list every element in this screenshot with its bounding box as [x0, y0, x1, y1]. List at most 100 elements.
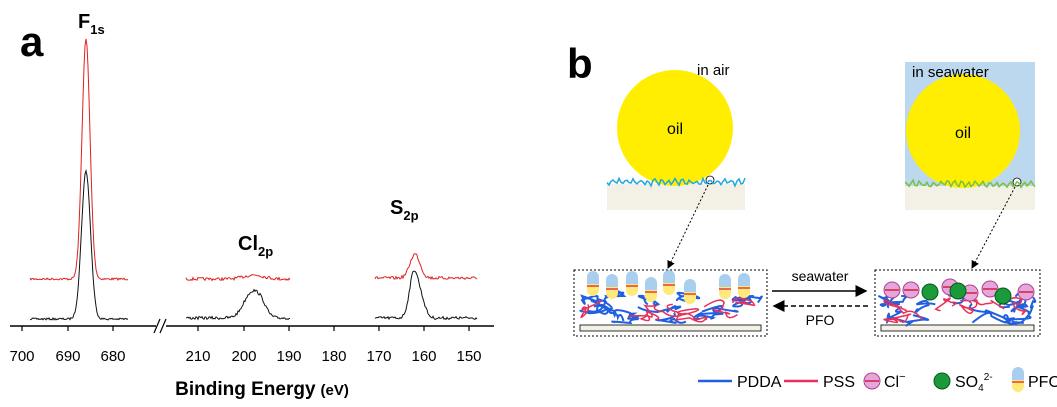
- polymer-chain: [677, 307, 708, 321]
- sulfate-ion: [921, 283, 939, 301]
- zoom-box: [874, 269, 1041, 337]
- polymer-chain: [703, 299, 738, 319]
- pfo-molecule: [663, 270, 675, 295]
- element: F: [78, 11, 90, 33]
- tick-label: 210: [185, 348, 210, 365]
- zoom-arrow: [971, 186, 1016, 269]
- peak-label: Cl2p: [238, 233, 273, 259]
- peak-label: F1s: [78, 11, 105, 37]
- pfo-tail: [684, 292, 696, 304]
- legend-label: PDDA: [737, 374, 782, 391]
- pfo-molecule: [606, 274, 618, 299]
- pfo-tail: [719, 287, 731, 299]
- pfo-tail: [663, 283, 675, 295]
- pfo-tail: [1012, 380, 1024, 392]
- pfo-head: [663, 270, 675, 283]
- pfo-head: [587, 271, 599, 284]
- pfo-molecule: [1012, 367, 1024, 392]
- ion: SO: [955, 374, 978, 391]
- spectrum: [374, 270, 478, 321]
- polymer-chain: [883, 313, 912, 324]
- pfo-tail: [626, 284, 638, 296]
- arrow-label: PFO: [806, 312, 835, 328]
- legend-swatch: [933, 372, 951, 390]
- subscript: 4: [978, 383, 984, 394]
- element: Cl: [238, 233, 258, 255]
- pfo-head: [719, 274, 731, 287]
- legend-label: PSS: [823, 374, 855, 391]
- pfo-tail: [738, 286, 750, 298]
- pfo-molecule: [626, 271, 638, 296]
- arrow-label: seawater: [792, 268, 849, 284]
- polymer-chain: [968, 303, 1009, 324]
- tick-label: 150: [456, 348, 481, 365]
- surface-brush: [606, 176, 746, 188]
- polymer-chain: [637, 294, 661, 306]
- tick-label: 680: [100, 348, 125, 365]
- polymer-chain: [611, 312, 640, 325]
- polymer-chain: [731, 295, 763, 304]
- legend-swatch: [1012, 367, 1024, 392]
- substrate: [579, 324, 762, 332]
- polymer-chain: [580, 294, 600, 305]
- pfo-tail: [645, 290, 657, 302]
- legend-label: SO42-: [955, 372, 993, 394]
- polymer-chain: [666, 303, 707, 323]
- substrate: [607, 184, 745, 210]
- pfo-tail: [587, 284, 599, 296]
- axis-label: Binding Energy: [175, 379, 316, 400]
- zoom-box: [573, 269, 768, 337]
- sulfate-ion: [949, 282, 967, 300]
- orbital: 2p: [258, 244, 273, 259]
- polymer-chain: [913, 299, 936, 315]
- pfo-molecule: [587, 271, 599, 296]
- axis-break: [159, 318, 167, 334]
- spectrum: [185, 274, 291, 282]
- polymer-chain: [1003, 296, 1027, 316]
- polymer-chain: [883, 299, 924, 321]
- orbital: 1s: [90, 22, 104, 37]
- polymer-chain: [1003, 314, 1032, 326]
- pfo-molecule: [684, 279, 696, 304]
- axis-title: Binding Energy (eV): [175, 379, 349, 400]
- axis-unit: (eV): [321, 382, 349, 399]
- charge: 2-: [984, 372, 993, 383]
- spectrum: [29, 168, 129, 321]
- legend-swatch: [863, 372, 881, 390]
- polymer-chain: [934, 297, 957, 312]
- pfo-head: [626, 271, 638, 284]
- orbital: 2p: [403, 208, 418, 223]
- spectrum: [29, 38, 128, 281]
- pfo-head: [684, 279, 696, 292]
- peak-label: S2p: [390, 197, 419, 223]
- polymer-chain: [593, 297, 625, 322]
- legend-label: Cl−: [884, 371, 906, 391]
- polymer-chain: [627, 310, 660, 322]
- droplet-label: oil: [955, 125, 971, 142]
- pfo-molecule: [738, 273, 750, 298]
- tick-label: 200: [231, 348, 256, 365]
- charge: −: [899, 371, 905, 383]
- substrate: [905, 186, 1035, 210]
- oil-droplet: [906, 74, 1020, 188]
- tick-label: 160: [411, 348, 436, 365]
- axis-break: [153, 318, 161, 334]
- panel-label: a: [20, 18, 44, 65]
- tick-label: 690: [55, 348, 80, 365]
- legend-label: PFO: [1028, 374, 1057, 391]
- polymer-chain: [580, 300, 603, 319]
- tick-label: 180: [321, 348, 346, 365]
- pfo-molecule: [645, 277, 657, 302]
- oil-droplet: [617, 70, 733, 186]
- pfo-head: [606, 274, 618, 287]
- ion: Cl: [884, 374, 899, 391]
- surface-brush: [904, 178, 1036, 189]
- droplet-label: oil: [667, 121, 683, 138]
- zoom-arrow: [667, 184, 709, 269]
- pfo-tail: [606, 287, 618, 299]
- tick-label: 700: [9, 348, 34, 365]
- polymer-chain: [655, 312, 687, 324]
- pfo-head: [645, 277, 657, 290]
- spectrum: [374, 253, 478, 281]
